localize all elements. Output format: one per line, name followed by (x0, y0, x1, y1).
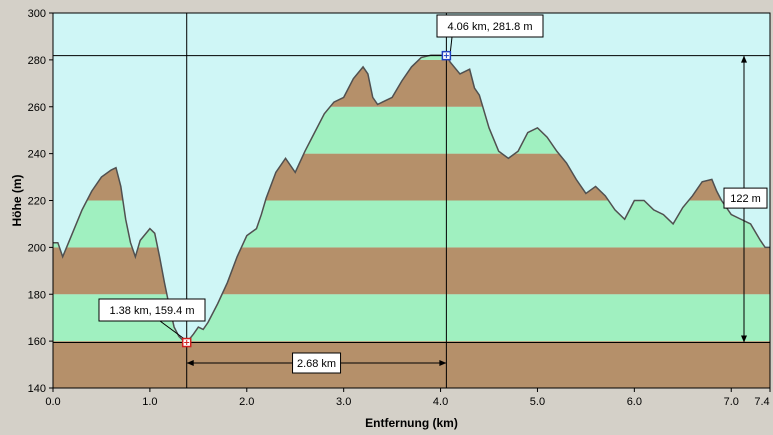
y-tick-label: 280 (28, 55, 46, 67)
elevation-profile-line (53, 54, 770, 344)
x-tick-label: 2.0 (239, 396, 254, 408)
max-point-label-box (436, 14, 544, 38)
y-tick-label: 260 (28, 102, 46, 114)
max-point-marker-cross (443, 53, 449, 59)
height-diff-arrow-head-bottom (741, 335, 747, 343)
y-tick-label: 140 (28, 383, 46, 395)
annotations: 2.68 km 122 m 4.06 km, 281.8 m 1.38 km, 159… (53, 13, 770, 388)
plot-area (53, 13, 770, 388)
axes: 140 160 180 200 220 240 260 280 300 0.0 1.0 2.0 3.0 4… (10, 8, 771, 430)
height-diff-label-box (723, 187, 768, 209)
distance-label-box (292, 352, 342, 374)
max-point-leader-line (449, 36, 453, 52)
height-diff-arrow-head-top (741, 55, 747, 63)
elevation-band (53, 341, 770, 388)
distance-label: 2.68 km (297, 358, 336, 370)
x-tick-label: 0.0 (45, 396, 60, 408)
max-point-label: 4.06 km, 281.8 m (448, 21, 533, 33)
y-tick-label: 240 (28, 149, 46, 161)
min-point-label: 1.38 km, 159.4 m (110, 305, 195, 317)
x-tick-label: 5.0 (530, 396, 545, 408)
x-tick-label: 7.0 (724, 396, 739, 408)
y-tick-label: 200 (28, 242, 46, 254)
y-tick-label: 180 (28, 289, 46, 301)
x-tick-label: 3.0 (336, 396, 351, 408)
y-tick-label: 160 (28, 336, 46, 348)
min-point-marker-cross (184, 340, 190, 346)
min-point-leader-line (159, 320, 185, 339)
x-tick-label: 6.0 (627, 396, 642, 408)
y-tick-label: 300 (28, 8, 46, 20)
distance-arrow-head-right (439, 360, 447, 366)
y-axis-title: Höhe (m) (10, 175, 24, 227)
x-tick-label: 1.0 (142, 396, 157, 408)
y-tick-label: 220 (28, 196, 46, 208)
min-point-label-box (98, 298, 206, 322)
height-diff-label: 122 m (730, 193, 761, 205)
x-tick-label: 4.0 (433, 396, 448, 408)
distance-arrow-head-left (186, 360, 194, 366)
x-axis-title: Entfernung (km) (365, 416, 458, 430)
x-tick-label: 7.4 (754, 396, 769, 408)
